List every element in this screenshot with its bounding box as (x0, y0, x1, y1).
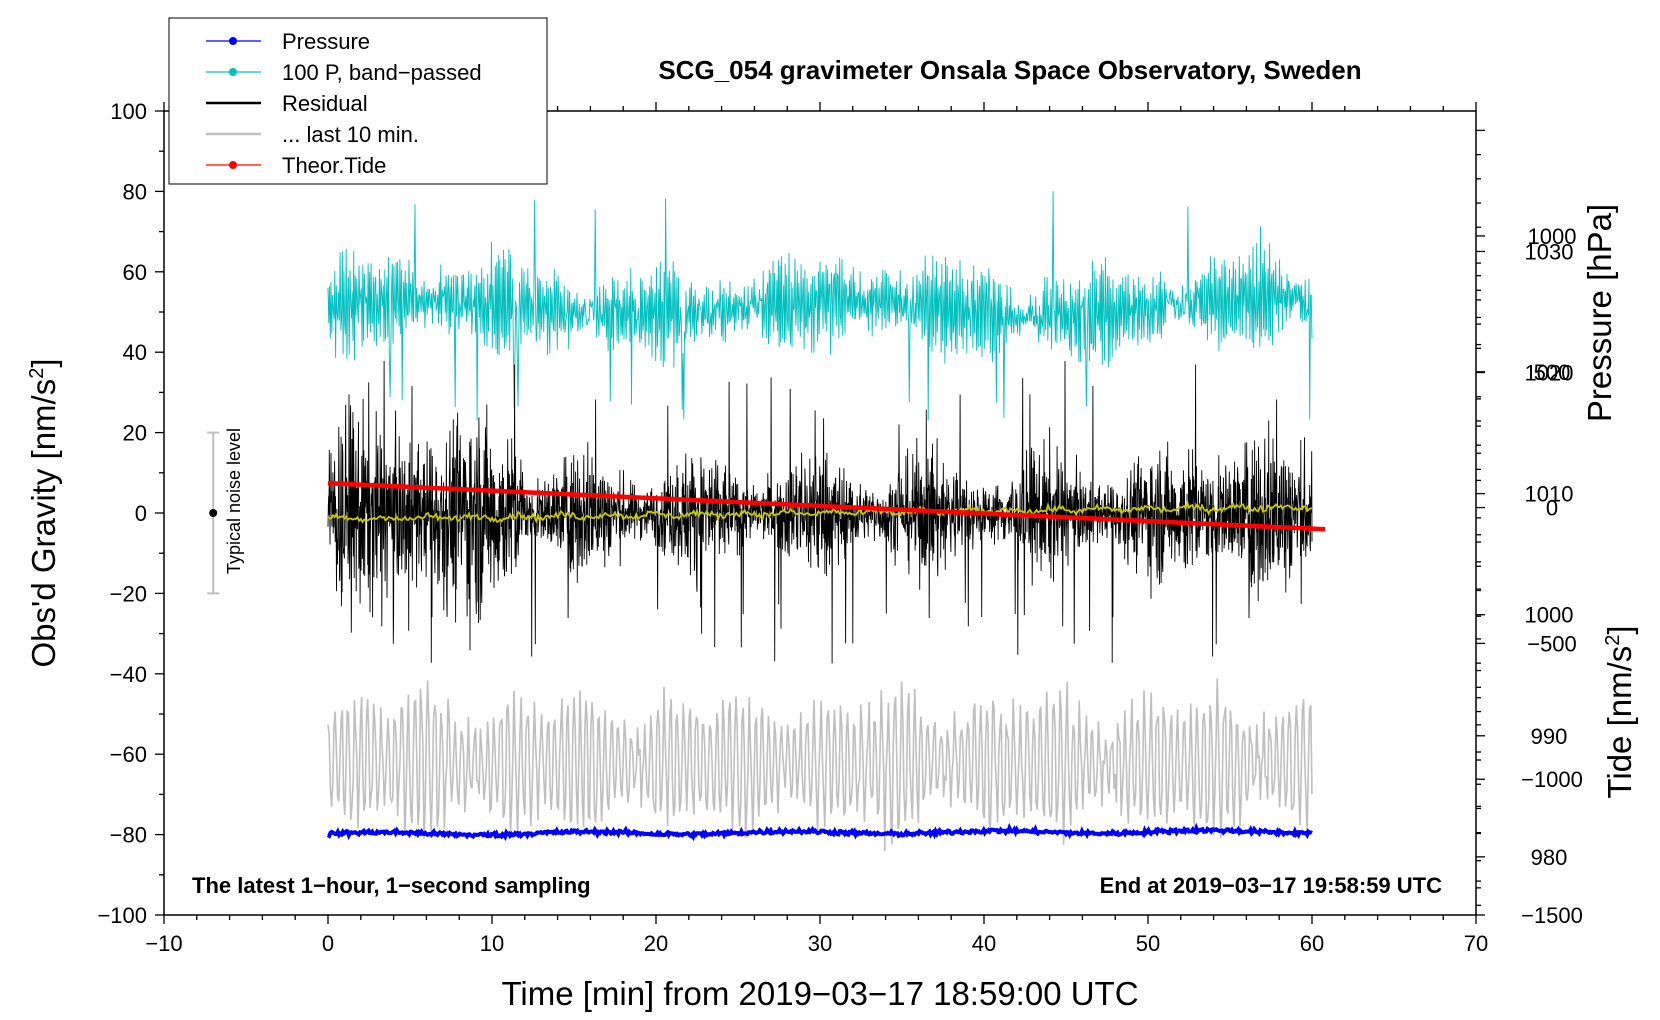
legend-label: ... last 10 min. (282, 122, 419, 147)
tide-tick-label: −1000 (1521, 767, 1583, 792)
legend-label: 100 P, band−passed (282, 60, 482, 85)
tide-tick-label: 0 (1546, 496, 1558, 521)
y-axis-label-main: Obs'd Gravity [nm/s (25, 379, 62, 668)
x-tick-label: 70 (1464, 931, 1488, 956)
legend-box (168, 17, 548, 185)
pressure-tick-label: 980 (1531, 845, 1568, 870)
legend-label: Theor.Tide (282, 153, 386, 178)
legend-label: Pressure (282, 29, 370, 54)
tide-axis-label-close: ] (1601, 625, 1638, 634)
tide-tick-label: 500 (1534, 360, 1571, 385)
tide-tick-label: −500 (1527, 631, 1577, 656)
y-tick-label: 40 (123, 340, 147, 365)
x-tick-label: 10 (480, 931, 504, 956)
pressure-axis-ticks: 1030 1020 1010 1000 990 980 (1476, 129, 1574, 906)
y-axis-label: Obs'd Gravity [nm/s2] (25, 359, 62, 668)
pressure-tick-label: 1010 (1525, 482, 1574, 507)
y-tick-label: 100 (110, 99, 147, 124)
y-axis-label-close: ] (25, 359, 62, 368)
x-tick-label: 60 (1300, 931, 1324, 956)
y-axis-label-sup: 2 (26, 368, 48, 379)
x-tick-label: −10 (145, 931, 182, 956)
tide-axis-label-sup: 2 (1602, 635, 1624, 646)
series-line-pressure (326, 822, 1313, 842)
x-tick-label: 50 (1136, 931, 1160, 956)
chart-title: SCG_054 gravimeter Onsala Space Observat… (658, 55, 1361, 85)
pressure-tick-label: 1030 (1525, 239, 1574, 264)
y-tick-label: −20 (110, 581, 147, 606)
series-line-theor-tide (327, 480, 1326, 532)
x-tick-label: 0 (322, 931, 334, 956)
annotation-right: End at 2019−03−17 19:58:59 UTC (1100, 873, 1443, 898)
pressure-tick-label: 990 (1531, 724, 1568, 749)
legend-label: Residual (282, 91, 368, 116)
series-layer (326, 191, 1326, 852)
gravity-axis-ticks: 100 80 60 40 20 0 −20 −40 −60 −80 −100 (97, 99, 164, 928)
series-line-residual (327, 360, 1313, 664)
legend-swatch-marker (229, 37, 237, 45)
tide-tick-label: −1500 (1521, 903, 1583, 928)
x-axis-label: Time [min] from 2019−03−17 18:59:00 UTC (501, 975, 1138, 1012)
legend: Pressure 100 P, band−passed Residual ... la… (168, 17, 548, 185)
legend-swatch-marker (229, 161, 237, 169)
x-tick-label: 40 (972, 931, 996, 956)
tide-tick-label: 1000 (1528, 224, 1577, 249)
x-axis-ticks: −10 0 10 20 30 40 50 60 70 (145, 102, 1488, 956)
annotation-left: The latest 1−hour, 1−second sampling (192, 873, 591, 898)
series-line-band-passed (327, 191, 1313, 421)
x-tick-label: 30 (808, 931, 832, 956)
pressure-tick-label: 1020 (1525, 361, 1574, 386)
tide-axis-label: Tide [nm/s2] (1601, 625, 1638, 798)
legend-swatch-marker (229, 68, 237, 76)
tide-axis-label-main: Tide [nm/s (1601, 646, 1638, 799)
y-tick-label: −60 (110, 742, 147, 767)
series-line-residual-smoothed (327, 499, 1313, 525)
tide-axis-ticks: 1000 500 0 −500 −1000 −1500 (1476, 224, 1583, 928)
y-tick-label: 0 (135, 501, 147, 526)
y-tick-label: 60 (123, 260, 147, 285)
pressure-tick-label: 1000 (1525, 603, 1574, 628)
pressure-axis-label: Pressure [hPa] (1581, 204, 1618, 422)
y-tick-label: −100 (97, 903, 147, 928)
legend-items: Pressure 100 P, band−passed Residual ... la… (206, 29, 482, 178)
y-tick-label: −40 (110, 662, 147, 687)
y-tick-label: 20 (123, 421, 147, 446)
noise-level-bar: Typical noise level (207, 428, 244, 595)
noise-bar-dot (209, 509, 218, 517)
x-tick-label: 20 (644, 931, 668, 956)
y-tick-label: −80 (110, 823, 147, 848)
y-tick-label: 80 (123, 179, 147, 204)
noise-bar-label: Typical noise level (224, 428, 244, 574)
series-line-last-10-min (327, 678, 1313, 852)
